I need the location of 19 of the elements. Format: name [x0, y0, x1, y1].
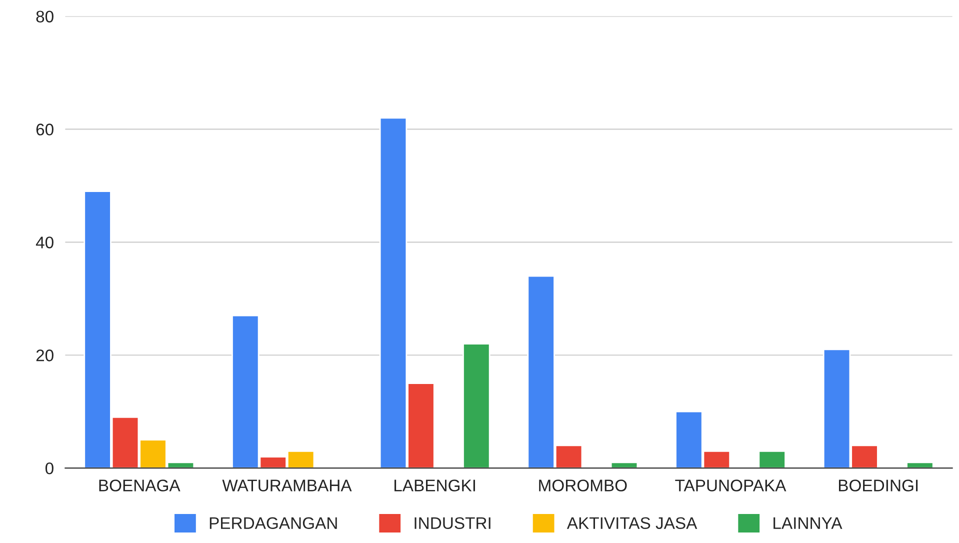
bar [758, 450, 786, 468]
x-tick-label: BOENAGA [99, 480, 180, 492]
legend-label: LAINNYA [774, 517, 842, 529]
x-tick-label: MOROMBO [539, 480, 627, 492]
x-tick-label: BOEDINGI [838, 480, 918, 492]
legend-label: PERDAGANGAN [210, 517, 337, 530]
bar [906, 462, 934, 468]
x-tick-label: LABENGKI [394, 480, 475, 492]
legend-label: AKTIVITAS JASA [566, 517, 698, 530]
bar [610, 462, 638, 468]
y-tick-label: 60 [36, 124, 54, 136]
y-tick-label: 80 [36, 10, 54, 22]
x-tick-label: TAPUNOPAKA [675, 480, 786, 492]
y-tick-label: 20 [36, 350, 54, 362]
legend-label: INDUSTRI [414, 517, 490, 530]
bar [462, 343, 490, 468]
x-tick-label: WATURAMBAHA [222, 480, 352, 492]
y-tick-label: 0 [45, 462, 54, 474]
y-tick-label: 40 [36, 236, 54, 248]
